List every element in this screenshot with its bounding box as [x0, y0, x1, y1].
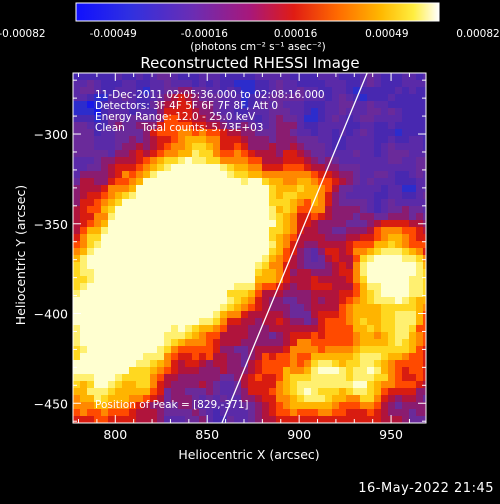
x-tick-label: 950 [379, 427, 403, 442]
info-line-time: 11-Dec-2011 02:05:36.000 to 02:08:16.000 [95, 89, 325, 101]
y-axis-label: Heliocentric Y (arcsec) [13, 185, 28, 325]
info-line-clean: Clean Total counts: 5.73E+03 [95, 122, 264, 134]
colorbar-tick-label: 0.00082 [456, 28, 499, 40]
x-tick-label: 900 [287, 427, 311, 442]
y-tick-label: −400 [34, 307, 68, 322]
colorbar-tick-label: 0.00049 [365, 28, 408, 40]
colorbar-ticks: -0.00082 -0.00049 -0.00016 0.00016 0.00049 0.… [0, 28, 500, 40]
tick-labels: 800 850 900 950 −300 −350 −400 −450 [34, 127, 403, 442]
date-stamp: 16-May-2022 21:45 [358, 481, 494, 496]
plot-frame [72, 72, 427, 424]
colorbar-gradient [75, 2, 440, 22]
colorbar-tick-label: -0.00016 [181, 28, 229, 40]
colorbar-units: (photons cm⁻² s⁻¹ asec⁻²) [190, 41, 325, 53]
heatmap [73, 73, 426, 423]
colorbar: -0.00082 -0.00049 -0.00016 0.00016 0.00049 0.… [0, 2, 500, 53]
x-tick-label: 850 [195, 427, 219, 442]
y-tick-label: −350 [34, 217, 68, 232]
solar-limb-line [221, 72, 368, 424]
y-tick-label: −450 [34, 396, 68, 411]
colorbar-tick-label: 0.00016 [274, 28, 318, 40]
colorbar-tick-label: -0.00049 [90, 28, 137, 40]
colorbar-tick-label: -0.00082 [0, 28, 46, 40]
info-line-detectors: Detectors: 3F 4F 5F 6F 7F 8F, Att 0 [95, 100, 278, 112]
y-tick-label: −300 [34, 127, 68, 142]
x-tick-label: 800 [103, 427, 127, 442]
info-block: 11-Dec-2011 02:05:36.000 to 02:08:16.000… [95, 89, 325, 134]
image-title: Reconstructed RHESSI Image [140, 54, 359, 72]
x-axis-label: Heliocentric X (arcsec) [178, 447, 319, 462]
plot-area: 11-Dec-2011 02:05:36.000 to 02:08:16.000… [72, 72, 427, 424]
peak-position-label: Position of Peak = [829,-371] [95, 399, 249, 411]
info-line-energy: Energy Range: 12.0 - 25.0 keV [95, 111, 256, 123]
axis-ticks [73, 73, 426, 423]
